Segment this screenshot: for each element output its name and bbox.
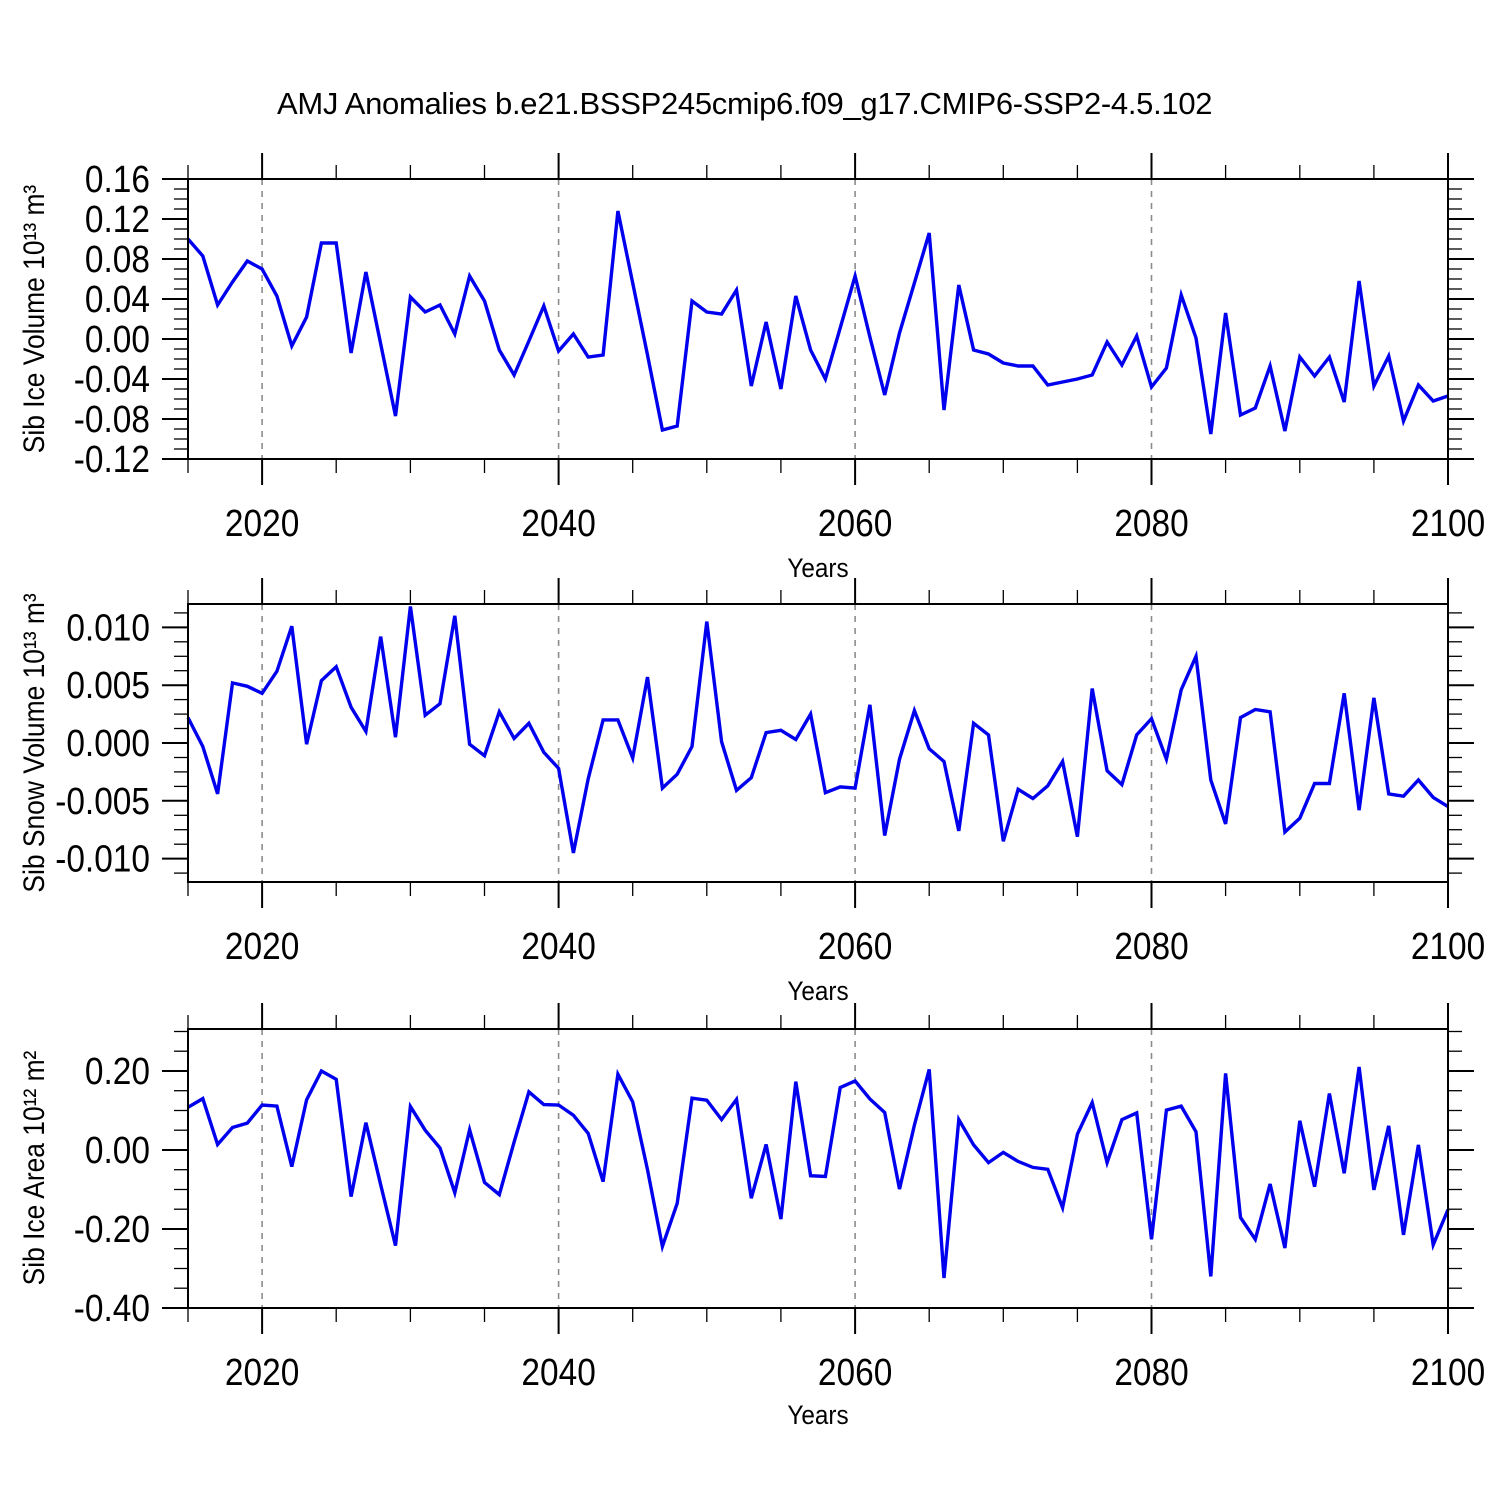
x-tick-label: 2040 (521, 502, 595, 544)
y-axis-title: Sib Ice Volume 10¹³ m³ (16, 185, 50, 453)
y-tick-label: 0.08 (85, 238, 150, 280)
x-axis-title: Years (787, 977, 848, 1006)
x-tick-label: 2060 (818, 502, 892, 544)
y-tick-label: 0.00 (85, 1129, 150, 1171)
y-tick-label: -0.005 (55, 780, 150, 822)
x-axis-title: Years (787, 554, 848, 583)
figure-title: AMJ Anomalies b.e21.BSSP245cmip6.f09_g17… (277, 86, 1213, 121)
x-tick-label: 2020 (225, 502, 299, 544)
y-tick-label: -0.12 (74, 438, 150, 480)
y-tick-label: -0.08 (74, 398, 150, 440)
x-tick-label: 2080 (1114, 502, 1188, 544)
x-tick-label: 2100 (1411, 925, 1485, 967)
y-tick-label: 0.000 (66, 722, 150, 764)
plot-area: 0.20 0.00 -0.20 -0.40 2020 2040 2060 2080 2100 (74, 1003, 1485, 1393)
x-axis-title: Years (787, 1401, 848, 1430)
x-tick-label: 2040 (521, 925, 595, 967)
y-tick-label: 0.12 (85, 198, 150, 240)
y-tick-label: 0.16 (85, 158, 150, 200)
x-tick-label: 2100 (1411, 1351, 1485, 1393)
plot-area: 0.010 0.005 0.000 -0.005 -0.010 2020 2040 2060 2… (55, 578, 1485, 967)
y-tick-label: -0.04 (74, 358, 150, 400)
y-tick-label: -0.010 (55, 838, 150, 880)
y-tick-label: 0.010 (66, 606, 150, 648)
y-tick-label: 0.005 (66, 664, 150, 706)
x-tick-label: 2060 (818, 1351, 892, 1393)
y-tick-label: 0.04 (85, 278, 150, 320)
y-axis-title: Sib Ice Area 10¹² m² (16, 1051, 50, 1286)
y-tick-label: -0.20 (74, 1208, 150, 1250)
y-axis-title: Sib Snow Volume 10¹³ m³ (16, 593, 50, 892)
x-tick-label: 2080 (1114, 1351, 1188, 1393)
x-tick-label: 2060 (818, 925, 892, 967)
x-tick-label: 2080 (1114, 925, 1188, 967)
y-tick-label: 0.20 (85, 1050, 150, 1092)
x-tick-label: 2040 (521, 1351, 595, 1393)
plot-area: 0.160.120.080.040.00-0.04-0.08-0.12 2020 2… (74, 153, 1485, 544)
y-tick-label: -0.40 (74, 1287, 150, 1329)
x-tick-label: 2020 (225, 1351, 299, 1393)
x-tick-label: 2020 (225, 925, 299, 967)
x-tick-label: 2100 (1411, 502, 1485, 544)
y-tick-label: 0.00 (85, 318, 150, 360)
